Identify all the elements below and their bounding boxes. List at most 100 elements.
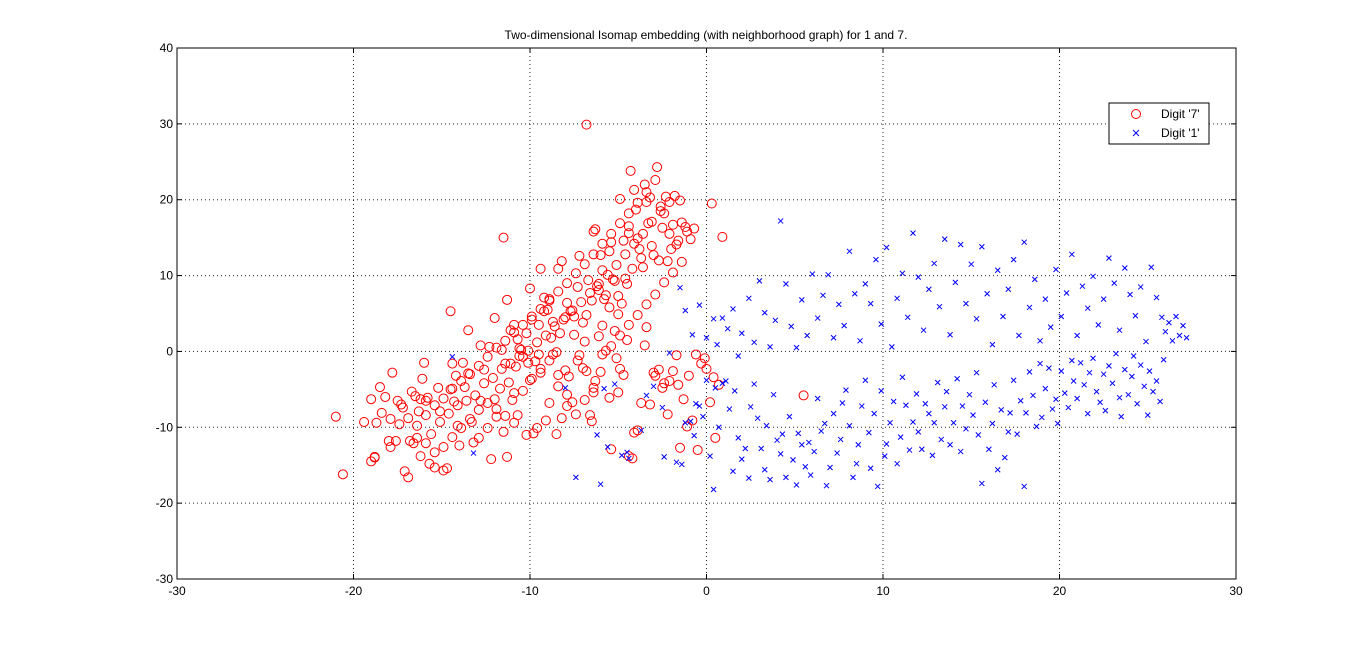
data-point-digit-1: [1116, 394, 1123, 401]
data-point-digit-7: [613, 387, 624, 398]
data-point-digit-1: [772, 317, 779, 324]
data-point-digit-7: [639, 340, 650, 351]
data-point-digit-1: [1111, 280, 1118, 287]
data-point-digit-7: [629, 238, 640, 249]
data-point-digit-7: [618, 235, 629, 246]
data-point-digit-1: [804, 332, 810, 339]
data-point-digit-7: [667, 366, 678, 377]
data-point-digit-1: [747, 403, 754, 410]
data-point-digit-1: [821, 420, 828, 427]
data-point-digit-7: [549, 321, 560, 332]
data-point-digit-7: [641, 322, 652, 333]
data-point-digit-7: [595, 250, 606, 261]
data-point-digit-7: [447, 432, 458, 443]
data-point-digit-7: [678, 394, 689, 405]
data-point-digit-7: [615, 218, 626, 229]
data-point-digit-1: [825, 271, 832, 278]
data-point-digit-1: [968, 261, 975, 268]
data-point-digit-1: [846, 248, 853, 255]
data-point-digit-7: [503, 377, 514, 388]
data-point-digit-7: [482, 423, 493, 434]
data-point-digit-1: [1010, 256, 1017, 263]
data-point-digit-1: [986, 446, 992, 453]
data-point-digit-7: [489, 313, 500, 324]
data-point-digit-7: [606, 341, 617, 352]
data-point-digit-7: [445, 384, 456, 395]
data-point-digit-7: [562, 278, 573, 289]
data-point-digit-7: [502, 294, 513, 305]
data-point-digit-7: [597, 349, 608, 360]
data-point-digit-1: [1162, 328, 1169, 335]
data-point-digit-1: [1026, 304, 1033, 311]
data-point-digit-7: [525, 375, 535, 386]
data-point-digit-1: [710, 315, 717, 322]
data-point-digit-1: [638, 427, 645, 434]
data-point-digit-7: [426, 429, 437, 440]
data-point-digit-7: [609, 275, 620, 286]
data-point-digit-7: [420, 410, 431, 421]
data-point-digit-7: [675, 442, 686, 453]
data-point-digit-1: [903, 402, 909, 409]
data-point-digit-1: [1176, 332, 1183, 339]
data-point-digit-7: [574, 350, 585, 361]
data-point-digit-7: [593, 284, 604, 295]
data-point-digit-7: [464, 369, 475, 380]
data-point-digit-1: [878, 388, 885, 394]
data-point-digit-7: [645, 399, 656, 410]
data-point-digit-1: [666, 350, 673, 356]
data-point-digit-7: [683, 370, 694, 381]
data-point-digit-1: [1129, 373, 1135, 380]
data-point-digit-1: [1169, 337, 1176, 344]
series-digit-1: [449, 218, 1190, 493]
data-point-digit-7: [517, 351, 528, 362]
data-point-digit-1: [963, 425, 969, 432]
data-point-digit-7: [579, 394, 590, 405]
data-point-digit-7: [487, 372, 498, 383]
data-point-digit-7: [429, 400, 440, 411]
data-point-digit-7: [442, 463, 453, 474]
chart-title: Two-dimensional Isomap embedding (with n…: [505, 28, 908, 42]
data-point-digit-1: [957, 241, 964, 248]
data-point-digit-1: [883, 441, 890, 447]
data-point-digit-1: [714, 341, 720, 348]
data-point-digit-1: [774, 437, 780, 444]
data-point-digit-1: [915, 428, 922, 435]
data-point-digit-7: [641, 299, 652, 310]
data-point-digit-7: [399, 466, 410, 477]
data-point-digit-7: [424, 458, 435, 469]
data-point-digit-1: [1081, 381, 1088, 388]
data-point-digit-1: [1127, 291, 1133, 298]
data-point-digit-7: [615, 193, 626, 204]
data-point-digit-1: [862, 377, 869, 384]
data-point-digit-1: [1137, 362, 1144, 368]
data-point-digit-1: [966, 391, 973, 398]
legend-box: [1108, 102, 1210, 145]
data-point-digit-1: [1093, 388, 1100, 395]
data-point-digit-7: [632, 425, 643, 436]
y-axis: -30 -20 -10 0 10 20 30 40: [156, 41, 1236, 586]
data-point-digit-7: [599, 294, 610, 305]
data-point-digit-7: [593, 278, 604, 289]
data-point-digit-7: [445, 306, 456, 317]
data-point-digit-1: [1058, 313, 1065, 320]
data-point-digit-1: [601, 385, 607, 392]
data-point-digit-1: [952, 279, 959, 286]
data-point-digit-7: [412, 432, 423, 443]
data-point-digit-7: [593, 331, 604, 342]
data-point-digit-7: [390, 435, 401, 446]
data-point-digit-7: [706, 198, 717, 209]
data-point-digit-7: [650, 370, 661, 381]
data-point-digit-1: [790, 457, 796, 463]
data-point-digit-7: [535, 363, 546, 374]
data-point-digit-7: [673, 379, 684, 390]
data-point-digit-1: [846, 422, 853, 429]
data-point-digit-1: [1017, 397, 1024, 404]
data-point-digit-1: [920, 327, 927, 334]
data-point-digit-7: [627, 263, 638, 274]
data-point-digit-1: [811, 448, 818, 455]
data-point-digit-7: [618, 369, 629, 380]
data-point-digit-1: [1118, 413, 1125, 420]
data-point-digit-7: [434, 416, 445, 427]
data-point-digit-7: [629, 184, 640, 195]
data-point-digit-7: [544, 355, 555, 366]
